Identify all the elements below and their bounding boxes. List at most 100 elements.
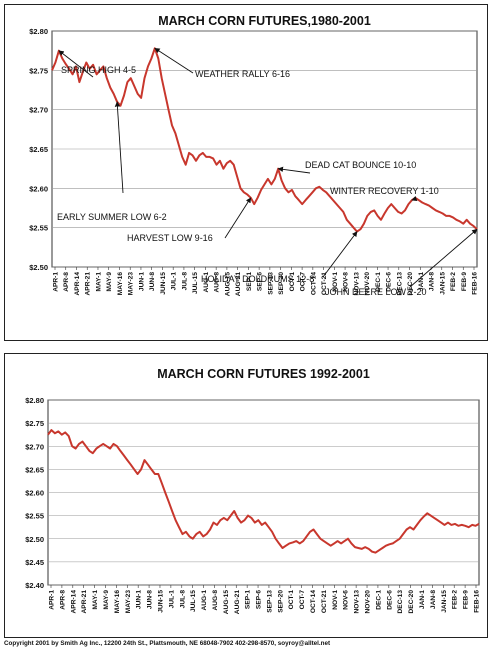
- x-tick-label: APR-8: [59, 590, 66, 610]
- x-tick-label: AUG-8: [214, 272, 221, 293]
- x-tick-label: DEC-13: [397, 590, 404, 614]
- x-tick-label: AUG-8: [212, 590, 219, 611]
- x-tick-label: JUN-8: [147, 590, 154, 609]
- x-tick-label: MAY-16: [114, 590, 121, 614]
- annotation-arrow: [224, 197, 252, 239]
- x-tick-label: DEC-1: [375, 272, 382, 292]
- price-series-line: [47, 429, 480, 554]
- x-tick-label: MAY-9: [103, 590, 110, 610]
- x-tick-label: NOV-20: [365, 590, 372, 614]
- chart-1980-2001: MARCH CORN FUTURES,1980-2001 $2.50 $2.55 $2…: [29, 14, 478, 297]
- x-tick-label: JAN-8: [429, 272, 436, 291]
- x-tick-label: AUG-21: [235, 272, 242, 297]
- annotation-label: HOLIDAY DOLDRUMS 12-8: [201, 274, 314, 284]
- x-tick-label: APR-8: [63, 272, 70, 292]
- annotation-label: WEATHER RALLY 6-16: [195, 69, 290, 79]
- annotation: WEATHER RALLY 6-16: [154, 47, 290, 79]
- x-tick-label: FEB-9: [463, 590, 470, 609]
- x-tick-label: SEP-20: [278, 272, 285, 295]
- x-tick-label: NOV-13: [354, 590, 361, 614]
- x-tick-label: SEP-13: [267, 272, 274, 295]
- annotation: SPRING HIGH 4-5: [58, 50, 136, 78]
- x-tick-label: FEB-16: [474, 590, 481, 613]
- annotation-arrow: [411, 195, 418, 202]
- x-tick-label: OCT-21: [321, 590, 328, 613]
- y-tick-label: $2.60: [29, 184, 48, 193]
- x-tick-label: JAN-1: [418, 272, 425, 291]
- y-tick-label: $2.50: [25, 535, 44, 544]
- x-tick-label: NOV-6: [343, 590, 350, 610]
- x-tick-label: NOV-1: [332, 590, 339, 610]
- annotation-arrow: [277, 166, 311, 174]
- x-tick-label: NOV-20: [364, 272, 371, 296]
- y-tick-label: $2.50: [29, 263, 48, 272]
- annotation-arrow: [409, 228, 478, 288]
- y-tick-label: $2.55: [29, 224, 48, 233]
- x-tick-label: DEC-13: [396, 272, 403, 296]
- y-tick-label: $2.70: [29, 106, 48, 115]
- y-tick-label: $2.80: [29, 27, 48, 36]
- annotation: DEAD CAT BOUNCE 10-10: [277, 160, 416, 174]
- x-tick-label: JUL-15: [192, 272, 199, 294]
- chart-panel-1992-2001: MARCH CORN FUTURES 1992-2001 $2.40 $2.45 $2…: [4, 353, 488, 638]
- x-tick-label: OCT-14: [310, 590, 317, 613]
- x-tick-label: JUN-8: [149, 272, 156, 291]
- annotation-label: EARLY SUMMER LOW 6-2: [57, 212, 167, 222]
- annotation-label: JOHN DEERE LOW 2-20: [325, 287, 427, 297]
- x-tick-label: APR-1: [53, 272, 60, 292]
- x-tick-label: SEP-6: [257, 272, 264, 291]
- y-tick-label: $2.65: [29, 145, 48, 154]
- chart-title: MARCH CORN FUTURES,1980-2001: [158, 14, 371, 28]
- x-tick-label: AUG-15: [223, 590, 230, 615]
- y-tick-label: $2.65: [25, 465, 44, 474]
- x-tick-label: JUL-1: [171, 272, 178, 291]
- y-tick-label: $2.55: [25, 512, 44, 521]
- x-tick-label: JUN-15: [157, 590, 164, 613]
- x-tick-label: OCT-7: [299, 590, 306, 610]
- chart-1992-2001: MARCH CORN FUTURES 1992-2001 $2.40 $2.45 $2…: [25, 367, 481, 615]
- x-tick-label: JUN-1: [136, 590, 143, 609]
- x-tick-label: NOV-13: [353, 272, 360, 296]
- annotation-label: SPRING HIGH 4-5: [61, 65, 136, 75]
- x-tick-label: JUN-1: [138, 272, 145, 291]
- x-tick-label: DEC-1: [375, 590, 382, 610]
- x-tick-label: OCT-7: [300, 272, 307, 292]
- x-tick-label: MAY-23: [128, 272, 135, 296]
- x-tick-label: NOV-8: [343, 272, 350, 292]
- annotation-arrow: [154, 47, 194, 74]
- annotation: JOHN DEERE LOW 2-20: [325, 228, 478, 297]
- x-tick-label: DEC-20: [407, 272, 414, 296]
- y-tick-label: $2.80: [25, 396, 44, 405]
- x-tick-label: JUL-15: [190, 590, 197, 612]
- x-tick-label: DEC-6: [386, 590, 393, 610]
- x-tick-label: MAY-9: [106, 272, 113, 292]
- x-tick-label: FEB-2: [452, 590, 459, 609]
- x-tick-label: MAY-16: [117, 272, 124, 296]
- x-tick-label: SEP-6: [256, 590, 263, 609]
- x-tick-label: APR-14: [74, 272, 81, 296]
- annotation-arrow: [322, 231, 358, 278]
- x-tick-label: APR-21: [81, 590, 88, 614]
- x-tick-label: APR-1: [49, 590, 56, 610]
- chart-panel-1980-2001: MARCH CORN FUTURES,1980-2001 $2.50 $2.55 $2…: [4, 4, 488, 341]
- x-tick-label: JAN-8: [430, 590, 437, 609]
- x-tick-label: SEP-1: [245, 590, 252, 609]
- copyright-text: Copyright 2001 by Smith Ag Inc., 12200 2…: [4, 640, 331, 647]
- x-tick-label: APR-14: [70, 590, 77, 614]
- x-tick-label: NOV-1: [332, 272, 339, 292]
- y-tick-label: $2.40: [25, 581, 44, 590]
- y-tick-label: $2.75: [29, 66, 48, 75]
- y-tick-label: $2.75: [25, 419, 44, 428]
- x-tick-label: AUG-1: [201, 590, 208, 611]
- x-tick-label: MAY-23: [125, 590, 132, 614]
- x-tick-label: OCT-1: [288, 590, 295, 610]
- x-tick-label: JUL-1: [168, 590, 175, 609]
- x-tick-label: OCT-14: [310, 272, 317, 295]
- x-tick-label: OCT-1: [289, 272, 296, 292]
- x-tick-label: MAY-1: [92, 590, 99, 610]
- annotation: WINTER RECOVERY 1-10: [330, 186, 439, 202]
- y-tick-label: $2.60: [25, 489, 44, 498]
- x-tick-label: SEP-20: [277, 590, 284, 613]
- y-tick-label: $2.70: [25, 442, 44, 451]
- x-tick-label: MAY-1: [95, 272, 102, 292]
